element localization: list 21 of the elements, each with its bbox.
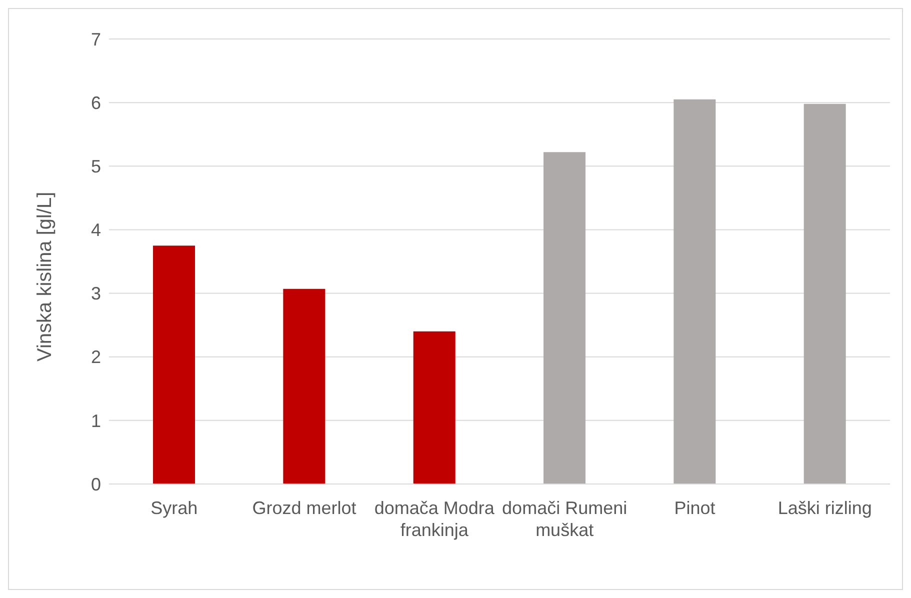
- x-tick-label: domača Modra frankinja: [374, 498, 496, 540]
- y-tick-label: 6: [90, 92, 101, 113]
- x-tick-label: Laški rizling: [778, 498, 872, 518]
- bar: [283, 288, 326, 484]
- x-tick-label: domači Rumeni muškat: [502, 498, 628, 540]
- x-tick-label: Pinot: [674, 498, 716, 518]
- y-axis-title: Vinska kislina [gl/L]: [34, 192, 56, 362]
- bar: [804, 104, 846, 484]
- x-tick-label: Syrah: [150, 498, 198, 518]
- bar: [674, 99, 716, 484]
- y-tick-label: 2: [90, 347, 101, 368]
- bar: [413, 331, 456, 484]
- y-tick-label: 4: [90, 220, 101, 240]
- y-tick-label: 7: [90, 29, 101, 50]
- x-tick-label: Grozd merlot: [252, 498, 356, 518]
- y-tick-label: 3: [90, 284, 101, 304]
- bar: [544, 152, 586, 484]
- bar: [153, 246, 195, 484]
- y-tick-label: 5: [90, 156, 101, 177]
- y-tick-label: 1: [90, 410, 101, 431]
- y-tick-label: 0: [90, 474, 101, 494]
